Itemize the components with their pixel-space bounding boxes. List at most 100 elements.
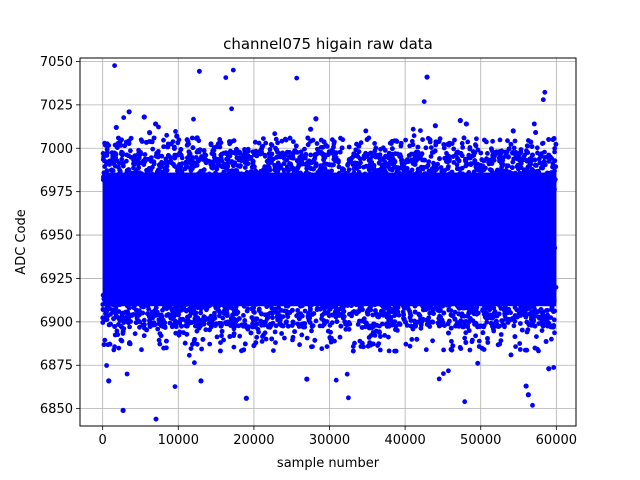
data-point	[415, 294, 421, 299]
data-point	[459, 141, 465, 146]
data-point	[472, 184, 478, 190]
data-point	[544, 317, 550, 323]
data-point	[132, 303, 138, 308]
data-point	[241, 225, 247, 231]
data-point	[172, 146, 177, 151]
outlier-point	[546, 366, 552, 372]
data-point	[471, 152, 477, 158]
data-point	[378, 296, 384, 301]
data-point	[540, 323, 546, 329]
data-point	[141, 288, 147, 294]
data-point	[329, 168, 334, 174]
data-point	[217, 187, 222, 193]
data-point	[515, 183, 521, 189]
data-point	[137, 324, 142, 330]
data-point	[155, 212, 161, 218]
outlier-point	[146, 130, 153, 136]
data-point	[322, 166, 327, 171]
data-point	[324, 184, 330, 190]
data-point	[479, 168, 485, 173]
data-point	[506, 146, 512, 152]
data-point	[501, 221, 506, 227]
data-point	[475, 324, 480, 330]
data-point	[112, 324, 117, 329]
data-point	[493, 196, 498, 202]
data-point	[141, 175, 147, 181]
data-point	[430, 319, 436, 325]
data-point	[264, 304, 270, 309]
data-point	[272, 131, 278, 137]
data-point	[438, 291, 444, 297]
data-point	[473, 143, 479, 149]
data-point	[219, 302, 224, 307]
data-point	[172, 289, 178, 295]
data-point	[128, 291, 134, 297]
data-point	[310, 312, 315, 317]
data-point	[320, 289, 326, 295]
data-point	[267, 147, 273, 152]
data-point	[552, 177, 558, 182]
data-point	[514, 307, 520, 313]
data-point	[548, 315, 554, 320]
data-point	[393, 323, 399, 329]
y-tick-label: 7000	[40, 142, 73, 157]
data-point	[405, 300, 410, 306]
data-point	[465, 322, 470, 328]
data-point	[182, 340, 188, 346]
data-point	[191, 160, 197, 166]
data-point	[263, 336, 269, 342]
data-point	[346, 326, 352, 332]
data-point	[230, 294, 236, 300]
data-point	[403, 137, 408, 143]
data-point	[119, 151, 124, 157]
data-point	[281, 161, 287, 167]
data-point	[530, 291, 536, 297]
data-point	[371, 182, 377, 188]
data-point	[441, 310, 447, 316]
data-point	[137, 319, 143, 325]
data-point	[417, 289, 423, 295]
data-point	[118, 337, 124, 343]
data-point	[314, 141, 320, 146]
data-point	[210, 296, 216, 301]
data-point	[510, 150, 516, 155]
data-point	[206, 171, 212, 177]
data-point	[534, 180, 540, 186]
data-point	[166, 153, 171, 158]
data-point	[484, 139, 489, 145]
data-point	[237, 182, 242, 188]
data-point	[520, 157, 526, 163]
data-point	[331, 144, 336, 150]
data-point	[540, 259, 546, 265]
data-point	[104, 141, 110, 147]
data-point	[192, 360, 197, 366]
y-tick-label: 6925	[40, 272, 73, 287]
data-point	[162, 185, 168, 190]
outlier-point	[525, 392, 531, 398]
data-point	[100, 292, 106, 298]
x-tick-label: 20000	[233, 433, 274, 448]
data-point	[189, 135, 195, 141]
data-point	[460, 145, 466, 150]
data-point	[265, 244, 271, 250]
data-point	[491, 157, 497, 163]
data-point	[212, 315, 218, 321]
data-point	[305, 295, 310, 301]
data-point	[305, 162, 311, 168]
data-point	[272, 329, 278, 335]
data-point	[218, 163, 223, 169]
data-point	[412, 243, 418, 249]
data-point	[530, 402, 535, 408]
data-point	[254, 294, 259, 299]
data-point	[524, 149, 530, 155]
data-point	[180, 194, 185, 200]
data-point	[144, 140, 149, 145]
data-point	[346, 167, 352, 173]
data-point	[115, 176, 121, 182]
data-point	[336, 170, 342, 176]
data-point	[346, 144, 352, 150]
data-point	[511, 145, 517, 151]
data-point	[269, 322, 274, 328]
data-point	[147, 312, 153, 318]
